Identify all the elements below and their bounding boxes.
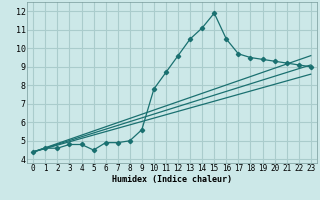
X-axis label: Humidex (Indice chaleur): Humidex (Indice chaleur) [112,175,232,184]
